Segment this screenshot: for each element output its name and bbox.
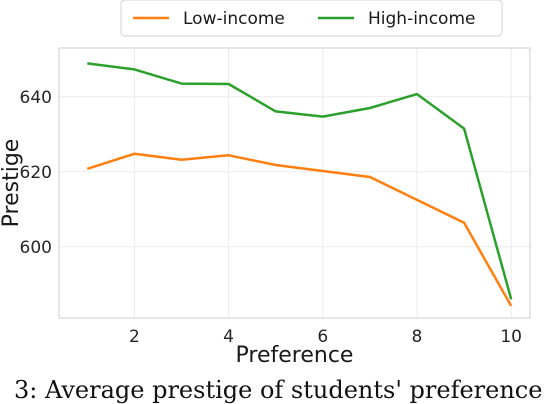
x-tick-label: 8 [412, 327, 423, 347]
legend: Low-income High-income [120, 0, 503, 37]
y-tick-label: 600 [20, 238, 52, 258]
y-tick-label: 640 [20, 88, 52, 108]
x-tick-label: 10 [500, 327, 522, 347]
grid-lines [59, 48, 530, 318]
x-tick-label: 2 [129, 327, 140, 347]
series-layer [86, 62, 513, 307]
plot-frame [58, 47, 531, 319]
figure-caption: 3: Average prestige of students' prefere… [14, 376, 543, 404]
y-axis-title: Prestige [0, 139, 24, 228]
legend-label: High-income [368, 9, 475, 29]
y-tick-label: 620 [20, 163, 52, 183]
line-chart: 2 4 6 8 10 600 620 640 Preference Prestige Low-… [0, 0, 531, 368]
series-line-high-income [87, 62, 513, 300]
series-line-low-income [86, 152, 513, 307]
x-axis-title: Preference [236, 343, 354, 368]
legend-box [120, 0, 503, 37]
x-tick-label: 4 [223, 327, 234, 347]
legend-label: Low-income [183, 9, 285, 29]
x-tick-label: 6 [317, 327, 328, 347]
tick-labels: 2 4 6 8 10 600 620 640 [20, 88, 522, 347]
